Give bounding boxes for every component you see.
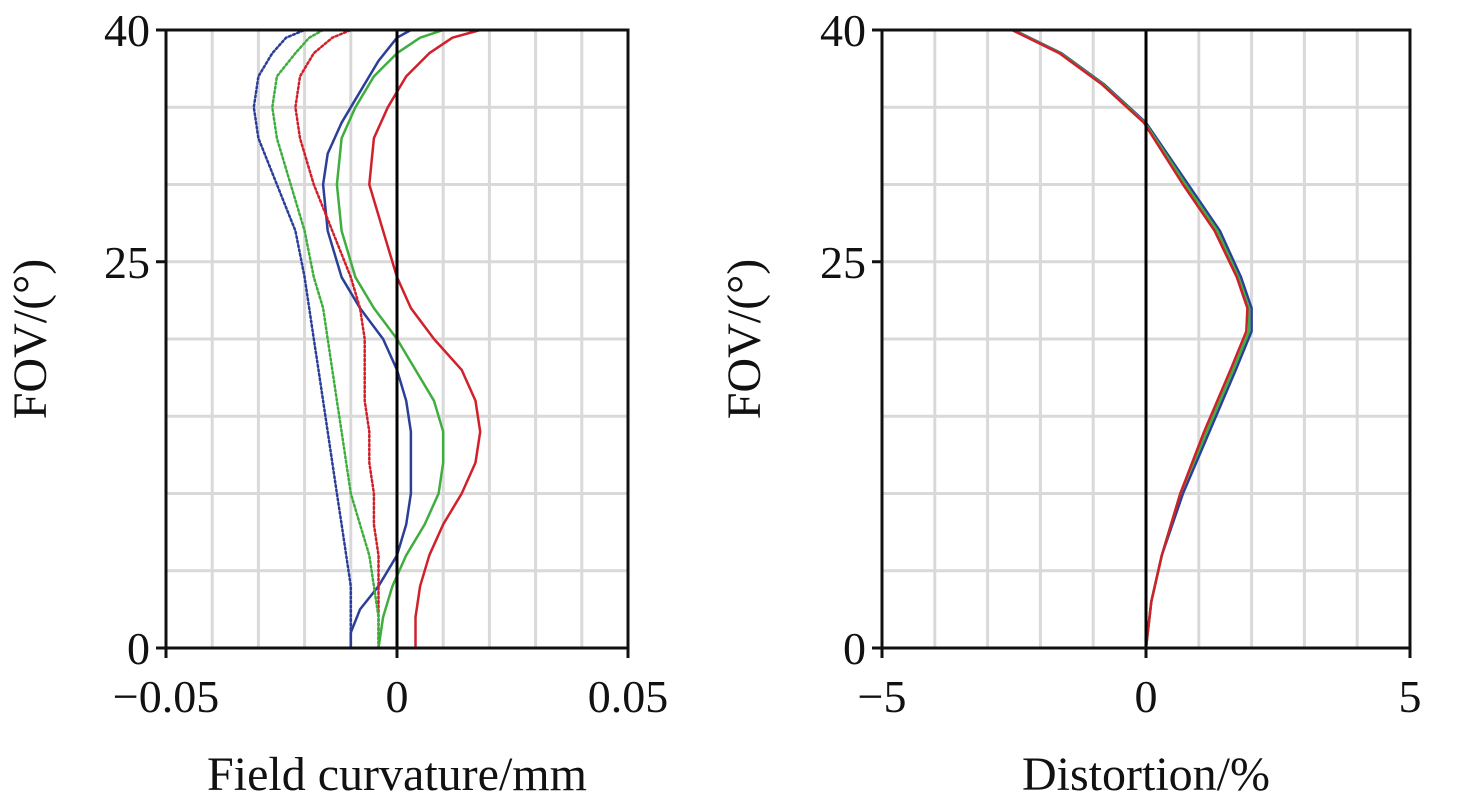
y-tick-label: 40 (820, 5, 866, 56)
x-tick-label: 0 (1135, 671, 1158, 722)
x-tick-label: 0 (386, 671, 409, 722)
x-axis-label: Distortion/% (1022, 748, 1270, 801)
y-tick-label: 0 (127, 623, 150, 674)
series-line (252, 28, 353, 650)
x-tick-label: −5 (858, 671, 907, 722)
x-tick-label: −0.05 (113, 671, 219, 722)
series-line (368, 28, 482, 650)
y-tick-label: 25 (820, 237, 866, 288)
x-tick-label: 0.05 (588, 671, 669, 722)
x-axis-label: Field curvature/mm (207, 748, 587, 801)
series-line (321, 28, 413, 650)
y-tick-label: 40 (104, 5, 150, 56)
series-line (1010, 28, 1249, 650)
y-axis-label: FOV/(°) (4, 259, 57, 420)
y-axis-label: FOV/(°) (718, 259, 771, 420)
x-tick-label: 5 (1399, 671, 1422, 722)
y-tick-label: 0 (843, 623, 866, 674)
series-line (271, 28, 380, 650)
y-tick-label: 25 (104, 237, 150, 288)
series-line (294, 28, 380, 650)
